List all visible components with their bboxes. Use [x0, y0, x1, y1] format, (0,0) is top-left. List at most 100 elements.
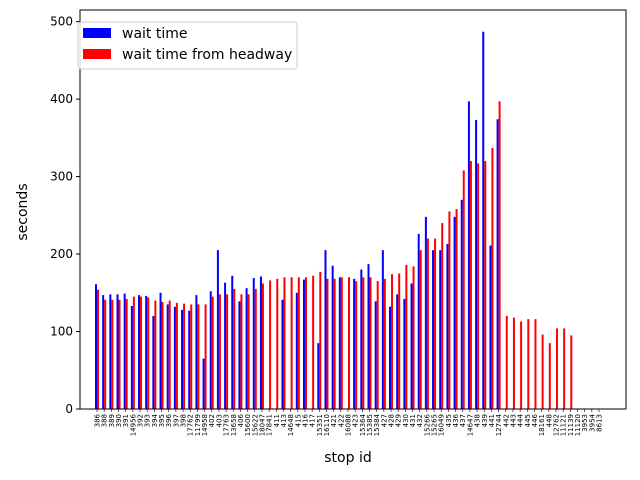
x-tick-label: 388 [101, 414, 109, 427]
x-tick-label: 417 [309, 414, 317, 427]
bar-wait-time-from-headway-438 [477, 163, 480, 409]
bar-wait-time-from-headway-437 [462, 170, 465, 409]
bar-wait-time-from-headway-13658 [233, 288, 236, 409]
x-tick-label: 8613 [596, 414, 604, 432]
bar-wait-time-from-headway-442 [505, 316, 508, 409]
x-tick-label: 14956 [129, 413, 137, 436]
x-tick-label: 15351 [316, 414, 324, 436]
bar-wait-time-from-headway-14648 [290, 277, 293, 409]
bar-wait-time-12744 [496, 119, 499, 410]
bar-wait-time-406 [238, 301, 241, 409]
bar-wait-time-from-headway-11139 [570, 335, 573, 409]
bar-wait-time-from-headway-431 [412, 266, 415, 409]
x-tick-label: 15600 [244, 414, 252, 436]
x-tick-label: 11139 [567, 414, 575, 436]
bar-wait-time-from-headway-389 [111, 299, 114, 409]
x-tick-label: 446 [531, 413, 539, 427]
bar-wait-time-439 [482, 31, 485, 409]
x-tick-label: 411 [273, 414, 281, 427]
bar-wait-time-from-headway-416 [304, 277, 307, 409]
y-tick-label: 200 [50, 247, 73, 261]
bar-wait-time-from-headway-411 [276, 278, 279, 409]
bar-wait-time-from-headway-17763 [226, 294, 229, 409]
x-tick-label: 15265 [431, 414, 439, 436]
x-tick-label: 428 [388, 414, 396, 427]
x-tick-label: 3953 [581, 414, 589, 432]
x-tick-label: 14647 [466, 414, 474, 436]
bar-wait-time-from-headway-441 [491, 147, 494, 409]
bar-wait-time-392 [138, 295, 141, 409]
x-tick-label: 390 [115, 414, 123, 427]
bar-wait-time-from-headway-406 [240, 294, 243, 409]
bar-wait-time-from-headway-16110 [326, 278, 329, 409]
x-tick-label: 396 [165, 413, 173, 427]
legend-swatch-wait-time [83, 28, 111, 38]
bar-wait-time-14958 [202, 358, 205, 409]
bar-wait-time-421 [331, 265, 334, 409]
bar-wait-time-394 [152, 316, 155, 409]
x-tick-label: 423 [352, 414, 360, 427]
bar-wait-time-from-headway-14647 [469, 161, 472, 409]
bar-wait-time-436 [453, 216, 456, 409]
bar-wait-time-13658 [231, 275, 234, 409]
bar-wait-time-15622 [252, 278, 255, 409]
bar-wait-time-15600 [245, 288, 248, 409]
x-tick-label: 429 [395, 414, 403, 427]
bar-wait-time-from-headway-436 [455, 209, 458, 409]
x-tick-label: 13658 [230, 414, 238, 436]
bar-wait-time-from-headway-15384 [376, 281, 379, 409]
x-tick-label: 11121 [560, 414, 568, 436]
x-tick-label: 416 [301, 413, 309, 427]
legend: wait time wait time from headway [77, 21, 298, 70]
bar-wait-time-423 [353, 278, 356, 409]
bar-wait-time-441 [489, 245, 492, 409]
bar-wait-time-from-headway-18047 [261, 283, 264, 409]
bar-wait-time-413 [281, 299, 284, 409]
x-tick-label: 439 [481, 414, 489, 427]
bar-wait-time-388 [102, 295, 105, 409]
bar-wait-time-from-headway-11799 [197, 304, 200, 409]
bar-wait-time-from-headway-11121 [563, 328, 566, 409]
x-tick-label: 415 [294, 414, 302, 427]
x-tick-label: 445 [524, 414, 532, 427]
bar-wait-time-from-headway-15266 [426, 238, 429, 409]
x-tick-label: 442 [502, 414, 510, 427]
bar-wait-time-397 [173, 306, 176, 409]
bar-wait-time-15364 [360, 269, 363, 409]
x-axis: 386 388 389 390 391 14956 392 393 394 395 396 397 39… [94, 409, 604, 436]
bar-wait-time-429 [396, 294, 399, 409]
x-tick-label: 438 [474, 414, 482, 427]
bar-wait-time-15385 [367, 264, 370, 409]
bar-wait-time-430 [403, 298, 406, 409]
x-tick-label: 394 [151, 413, 159, 427]
bar-wait-time-from-headway-15622 [254, 288, 257, 409]
bar-wait-time-393 [145, 295, 148, 409]
bar-wait-time-from-headway-17762 [190, 304, 193, 409]
x-tick-label: 436 [452, 413, 460, 427]
bar-wait-time-14647 [467, 101, 470, 410]
bar-wait-time-402 [209, 291, 212, 409]
bar-wait-time-from-headway-403 [218, 294, 221, 409]
x-tick-label: 435 [445, 414, 453, 427]
x-tick-label: 17763 [223, 414, 231, 436]
bar-wait-time-438 [475, 120, 478, 410]
bar-wait-time-from-headway-413 [283, 277, 286, 409]
bar-wait-time-from-headway-397 [175, 302, 178, 409]
x-axis-label: stop id [324, 450, 371, 466]
x-tick-label: 421 [330, 414, 338, 427]
bar-wait-time-389 [109, 294, 112, 409]
x-tick-label: 406 [237, 413, 245, 427]
bar-wait-time-386 [95, 284, 97, 409]
bar-wait-time-390 [116, 294, 119, 409]
x-tick-label: 432 [416, 414, 424, 427]
bar-wait-time-from-headway-398 [183, 303, 186, 409]
bar-wait-time-15266 [424, 216, 427, 409]
y-tick-label: 300 [50, 170, 73, 184]
legend-box [77, 21, 298, 70]
x-tick-label: 18047 [258, 414, 266, 436]
bar-wait-time-14956 [130, 305, 133, 409]
x-tick-label: 17762 [187, 414, 195, 436]
x-tick-label: 15622 [251, 414, 259, 436]
bar-wait-time-11799 [195, 295, 198, 409]
x-tick-label: 392 [137, 414, 145, 427]
